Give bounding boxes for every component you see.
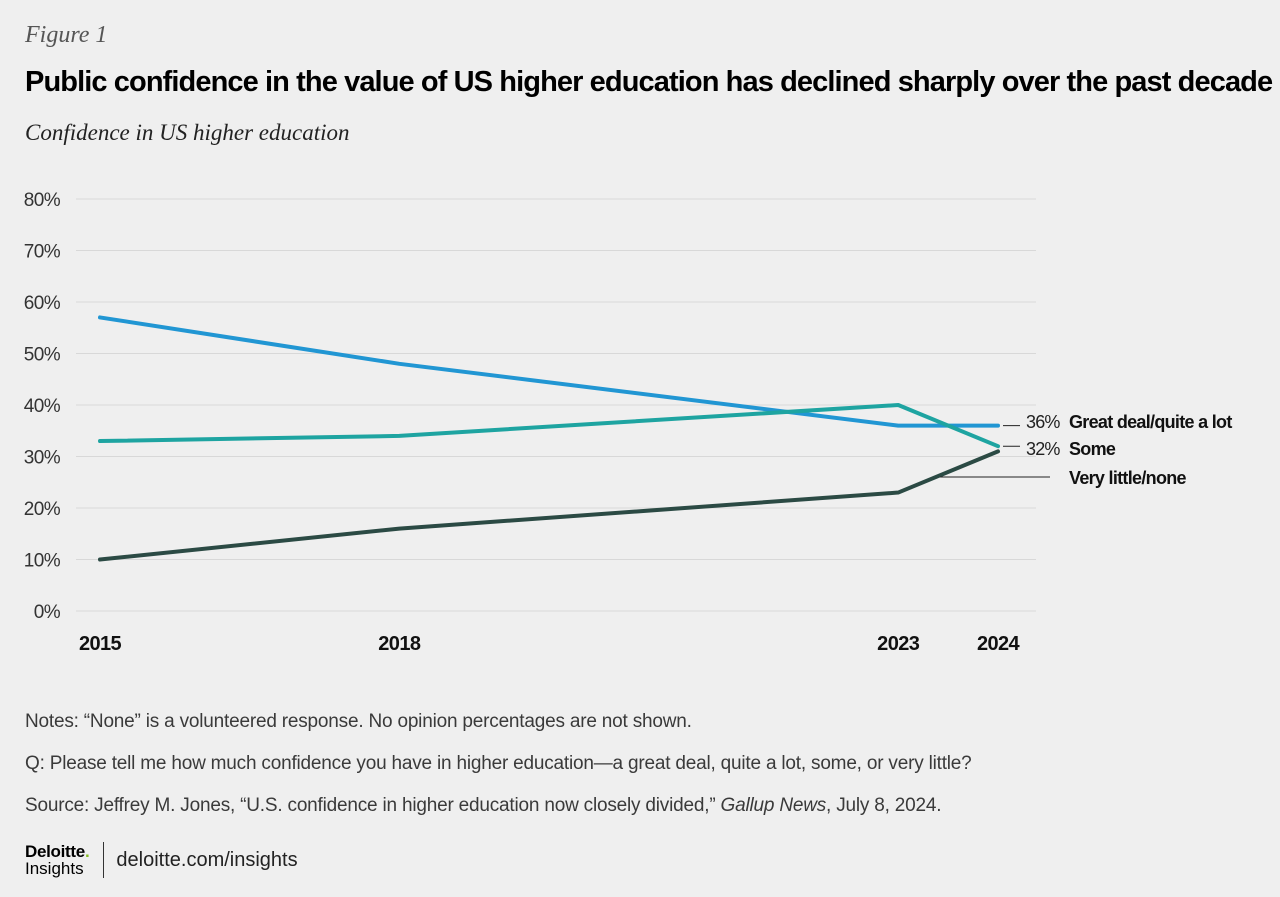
deloitte-insights-logo: Deloitte. Insights — [25, 842, 90, 878]
series-name-label-very-little-none: Very little/none — [1069, 468, 1187, 488]
question-text: Q: Please tell me how much confidence yo… — [25, 753, 972, 774]
series-line-very-little-none — [98, 449, 1000, 562]
chart-subtitle: Confidence in US higher education — [25, 120, 350, 145]
brand-dot: . — [84, 842, 90, 861]
y-tick-label-30: 30% — [24, 448, 61, 469]
series-line-great-deal-quite-a-lot — [98, 315, 1000, 428]
figure-label: Figure 1 — [25, 22, 108, 48]
notes-text: Notes: “None” is a volunteered response.… — [25, 711, 692, 732]
x-tick-label-2023: 2023 — [877, 633, 920, 655]
series-labels: 36% Great deal/quite a lot 32% Some Very lit… — [940, 412, 1233, 488]
footer-divider — [103, 842, 105, 878]
y-tick-label-60: 60% — [24, 293, 61, 314]
y-tick-label-0: 0% — [34, 602, 61, 623]
source-publication: Gallup News — [720, 795, 827, 816]
series-name-label-some: Some — [1069, 439, 1116, 459]
y-tick-label-20: 20% — [24, 499, 61, 520]
footer: Deloitte. Insights deloitte.com/insights — [25, 840, 298, 880]
source-suffix: , July 8, 2024. — [826, 795, 942, 816]
y-tick-label-70: 70% — [24, 242, 61, 263]
chart-title: Public confidence in the value of US hig… — [25, 66, 1273, 98]
y-tick-label-10: 10% — [24, 551, 61, 572]
brand-name: Deloitte — [25, 842, 85, 861]
y-tick-label-80: 80% — [24, 190, 61, 211]
series-lines — [98, 315, 1000, 562]
x-tick-label-2015: 2015 — [79, 633, 122, 655]
source-prefix: Source: Jeffrey M. Jones, “U.S. confiden… — [25, 795, 721, 816]
footer-url-link[interactable]: deloitte.com/insights — [116, 848, 298, 871]
x-axis-ticks: 2015 2018 2023 2024 — [79, 633, 1021, 655]
notes-section: Notes: “None” is a volunteered response.… — [25, 710, 1255, 836]
end-value-label-great-deal-quite-a-lot: 36% — [1026, 412, 1060, 432]
source-text: Source: Jeffrey M. Jones, “U.S. confiden… — [25, 794, 1255, 817]
y-tick-label-40: 40% — [24, 396, 61, 417]
y-axis-ticks: 0% 10% 20% 30% 40% 50% 60% 70% 80% — [24, 190, 62, 623]
x-tick-label-2024: 2024 — [977, 633, 1021, 655]
series-name-label-great-deal-quite-a-lot: Great deal/quite a lot — [1069, 412, 1232, 432]
series-line-some — [98, 403, 1000, 449]
y-tick-label-50: 50% — [24, 345, 61, 366]
x-tick-label-2018: 2018 — [378, 633, 421, 655]
line-chart: 0%10%20%30%40%50%60%70%80% 2015 2018 2023 2… — [24, 190, 1233, 655]
brand-sub: Insights — [25, 859, 84, 878]
gridlines — [76, 198, 1036, 612]
end-value-label-some: 32% — [1026, 439, 1060, 459]
